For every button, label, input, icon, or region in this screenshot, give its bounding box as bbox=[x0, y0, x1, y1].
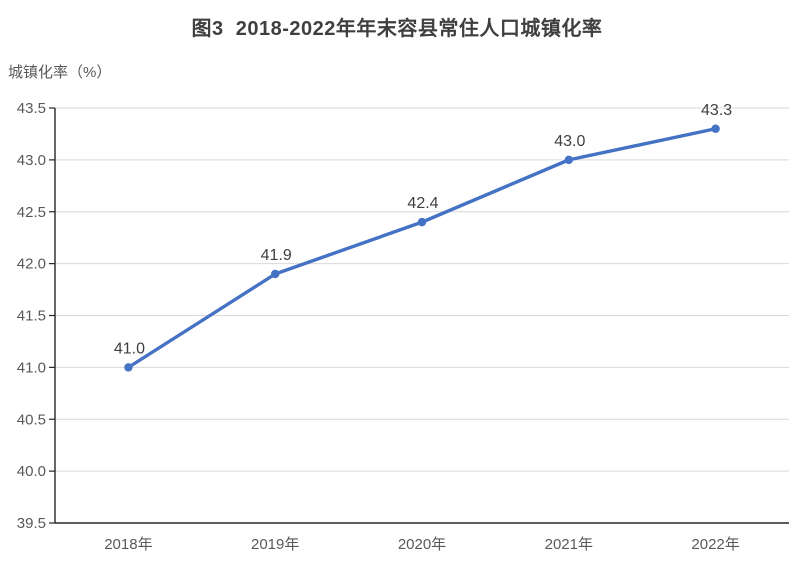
y-tick-label: 39.5 bbox=[17, 515, 46, 532]
chart-title: 图3 2018-2022年年末容县常住人口城镇化率 bbox=[191, 18, 603, 40]
x-tick-label: 2018年 bbox=[104, 536, 152, 553]
x-tick-label: 2020年 bbox=[398, 536, 446, 553]
data-point-marker bbox=[417, 217, 427, 227]
data-label: 41.0 bbox=[114, 340, 145, 357]
data-point-marker bbox=[124, 363, 133, 372]
x-tick-label: 2022年 bbox=[691, 536, 739, 553]
y-axis-title: 城镇化率（%） bbox=[8, 64, 112, 81]
y-tick-label: 40.0 bbox=[17, 463, 46, 480]
data-label: 41.9 bbox=[261, 247, 292, 264]
data-label: 43.0 bbox=[554, 133, 585, 150]
data-label: 43.3 bbox=[701, 102, 732, 119]
y-tick-label: 42.5 bbox=[17, 204, 46, 221]
y-tick-label: 40.5 bbox=[17, 411, 46, 428]
y-tick-label: 43.5 bbox=[17, 100, 46, 117]
x-tick-label: 2019年 bbox=[251, 536, 299, 553]
y-tick-label: 43.0 bbox=[17, 152, 46, 169]
data-point-marker bbox=[711, 124, 720, 133]
y-tick-label: 42.0 bbox=[17, 256, 46, 273]
y-tick-label: 41.0 bbox=[17, 359, 46, 376]
data-label: 42.4 bbox=[407, 195, 438, 212]
x-tick-label: 2021年 bbox=[545, 536, 593, 553]
y-tick-label: 41.5 bbox=[17, 308, 46, 325]
data-point-marker bbox=[271, 269, 280, 279]
series-line bbox=[126, 127, 718, 370]
data-point-marker bbox=[564, 155, 573, 165]
